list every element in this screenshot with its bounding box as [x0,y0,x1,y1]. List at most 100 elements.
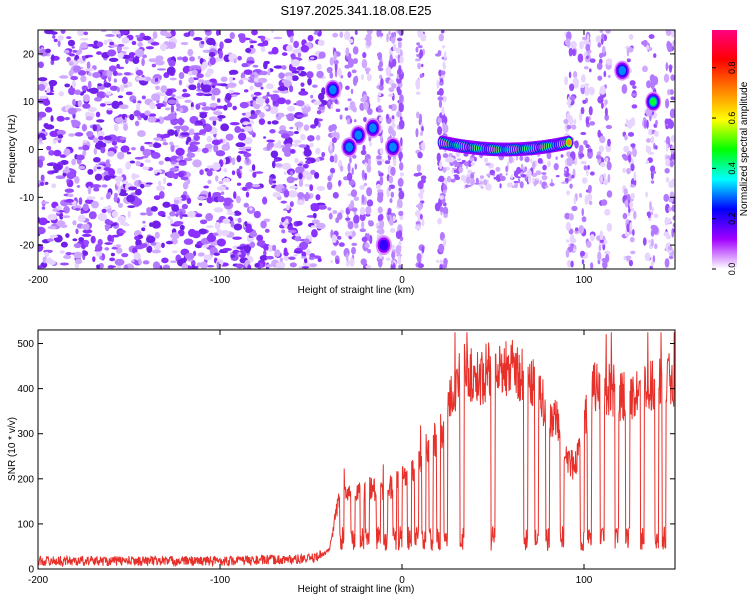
noise-blob [520,173,527,178]
noise-blob [345,217,351,221]
noise-blob [72,220,77,226]
noise-blob [125,91,133,96]
noise-blob [242,121,250,126]
noise-blob [209,78,217,83]
snr-x-label: Height of straight line (km) [298,584,415,595]
band-segment [566,139,571,146]
noise-blob [137,42,144,48]
noise-blob [60,241,68,248]
noise-blob [566,101,571,106]
noise-blob [216,238,226,247]
noise-blob [298,179,304,187]
noise-blob [94,173,103,181]
noise-blob [291,70,300,74]
noise-blob [135,34,140,38]
noise-blob [244,137,253,145]
noise-blob [49,234,59,239]
noise-blob [398,151,403,160]
noise-blob [194,123,200,126]
noise-blob [116,179,121,187]
noise-blob [72,49,78,53]
noise-blob [243,69,253,75]
noise-blob [390,166,396,176]
noise-blob [353,57,358,64]
noise-blob [317,204,327,210]
noise-blob [417,180,424,190]
noise-blob [114,145,118,150]
x-tick-label: 0 [399,275,405,286]
noise-blob [584,86,590,96]
noise-blob [347,57,355,68]
noise-blob [312,84,318,88]
noise-blob [201,106,212,111]
noise-blob [213,207,224,213]
noise-blob [220,123,230,132]
noise-blob [41,206,46,210]
noise-blob [337,67,342,78]
noise-blob [315,157,320,162]
noise-blob [117,186,121,194]
noise-blob [204,30,211,33]
noise-blob [153,195,161,201]
noise-blob [287,229,297,233]
noise-blob [500,175,506,182]
noise-blob [250,110,256,115]
noise-blob [376,160,383,166]
noise-blob [206,68,214,75]
noise-blob [650,211,654,216]
spectrogram-x-ticks: -200 -100 0 100 [28,30,593,286]
noise-blob [87,80,92,89]
noise-blob [88,211,97,220]
noise-blob [169,211,176,217]
noise-blob [568,71,572,79]
noise-blob [280,133,290,139]
noise-blob [397,255,402,266]
noise-blob [103,101,113,105]
noise-blob [598,145,604,153]
noise-blob [303,257,308,264]
noise-blob [555,174,560,178]
noise-blob [293,139,302,144]
noise-blob [140,183,145,189]
noise-blob [600,174,603,184]
y-tick-label: 500 [17,339,34,350]
noise-blob [585,144,590,149]
noise-blob [121,76,128,85]
noise-blob [121,37,130,44]
noise-blob [361,194,365,204]
x-tick-label: 100 [576,275,593,286]
x-tick-label: -200 [28,575,48,586]
noise-blob [100,196,104,200]
noise-blob [654,243,658,250]
noise-blob [157,180,162,187]
noise-blob [672,228,675,233]
noise-blob [366,73,372,82]
noise-blob [566,259,572,268]
noise-blob [300,256,308,259]
noise-blob [331,132,335,137]
noise-blob [170,104,175,113]
noise-blob [176,56,184,61]
event-blob [618,66,627,76]
noise-blob [475,177,479,185]
noise-blob [351,207,358,212]
noise-blob [573,196,577,205]
noise-blob [590,262,594,269]
noise-blob [483,157,489,163]
noise-blob [354,163,358,170]
noise-blob [104,242,113,245]
noise-blob [155,60,165,66]
noise-blob [419,113,422,124]
noise-blob [60,224,68,229]
noise-blob [68,87,76,96]
noise-blob [280,200,288,204]
noise-blob [169,141,174,146]
noise-blob [395,47,402,54]
noise-blob [392,158,397,167]
noise-blob [652,170,657,174]
noise-blob [176,158,181,161]
noise-blob [314,30,320,33]
noise-blob [415,58,421,62]
noise-blob [209,102,218,108]
